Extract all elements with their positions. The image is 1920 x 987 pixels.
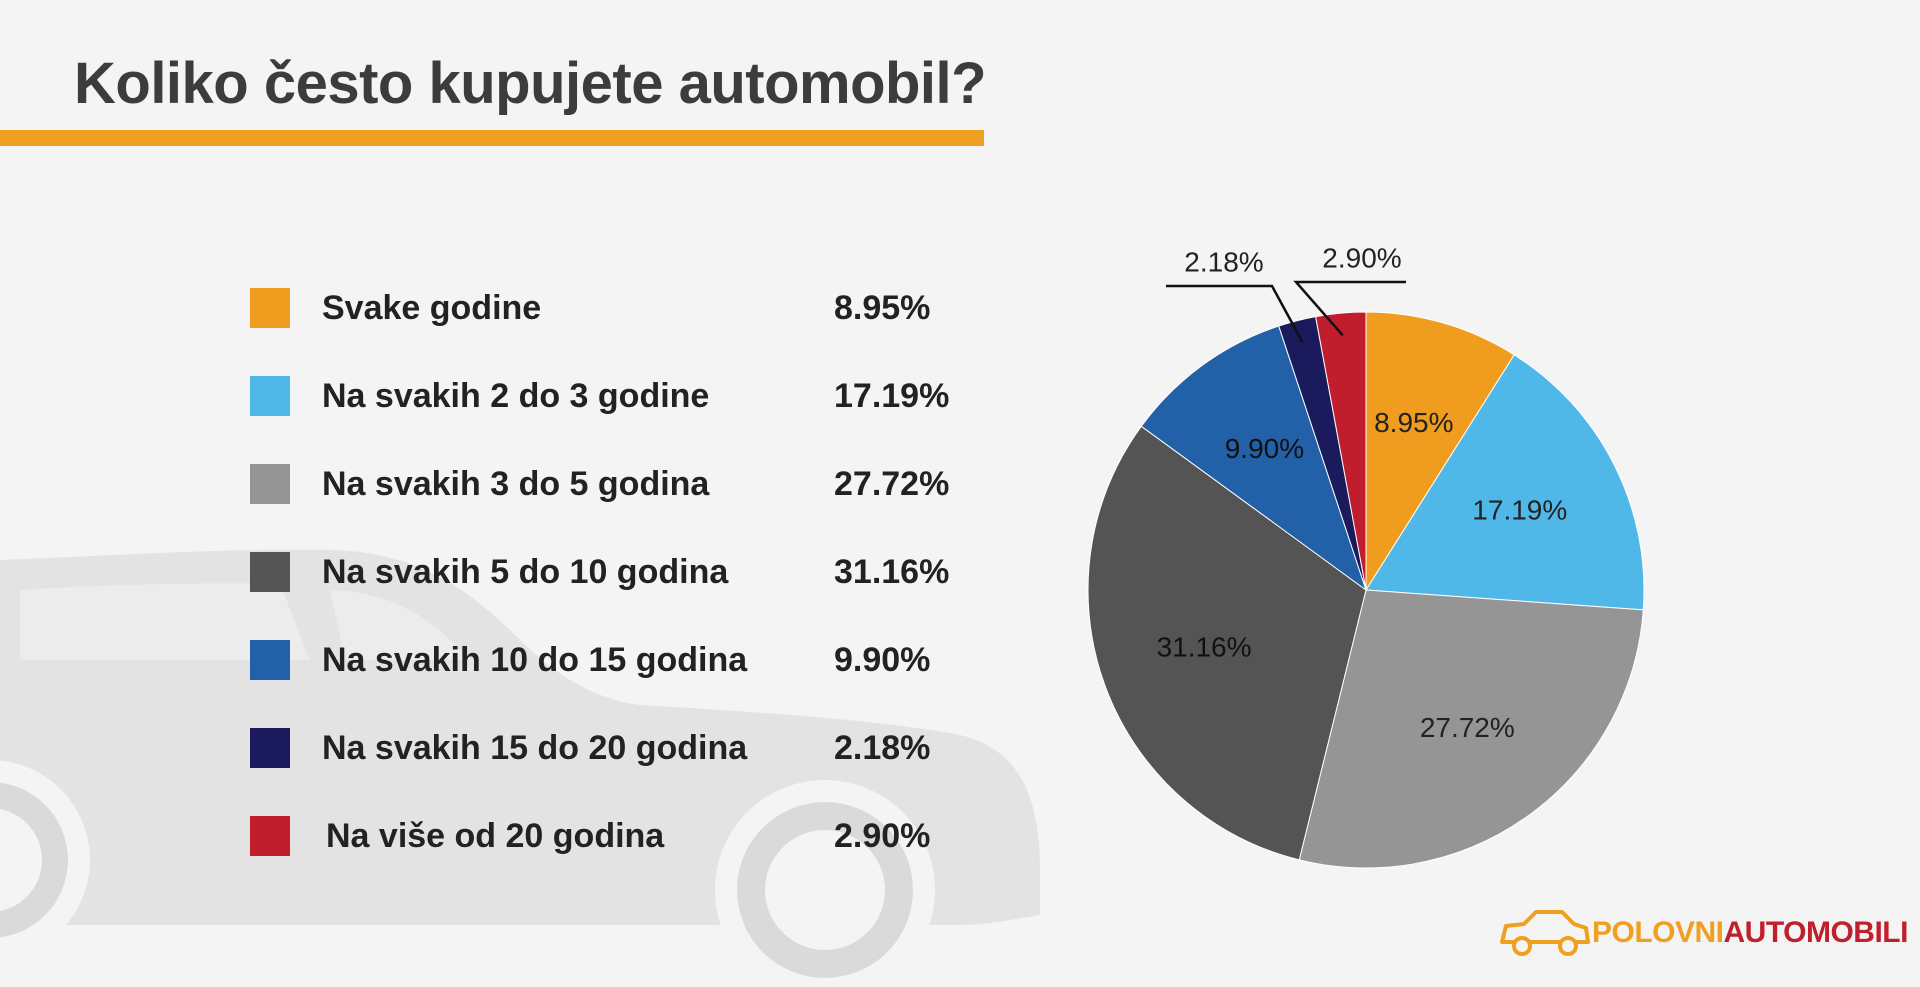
data-label: 9.90% [1225,433,1304,464]
legend-value: 27.72% [834,465,950,503]
data-label: 17.19% [1472,495,1567,526]
legend-swatch [250,288,290,328]
pie-slice [1365,311,1515,592]
legend-label: Na više od 20 godina [326,817,665,855]
logo-wordmark: POLOVNIAUTOMOBILI [1592,916,1908,950]
data-label: 27.72% [1420,712,1515,743]
pie-slice [1140,325,1367,592]
legend-item: Svake godine 8.95% [250,288,970,328]
pie-slice [1365,354,1645,611]
pie-slice [1298,589,1644,869]
legend-label: Na svakih 2 do 3 godine [322,377,710,415]
data-label: 2.90% [1322,242,1401,273]
legend-label: Na svakih 5 do 10 godina [322,553,729,591]
legend-value: 31.16% [834,553,950,591]
car-outline-icon [1500,910,1590,956]
legend-swatch [250,552,290,592]
title-underline [0,130,984,146]
logo-part2: AUTOMOBILI [1723,916,1909,949]
pie-slice [1087,425,1367,861]
legend-item: Na svakih 5 do 10 godina 31.16% [250,552,970,592]
legend-value: 2.90% [834,817,931,855]
legend-swatch [250,376,290,416]
data-label: 8.95% [1374,407,1453,438]
legend-swatch [250,464,290,504]
legend-swatch [250,816,290,856]
leader-line [1293,280,1406,337]
legend-value: 2.18% [834,729,931,767]
legend-item: Na svakih 15 do 20 godina 2.18% [250,728,970,768]
legend-label: Na svakih 10 do 15 godina [322,641,748,679]
legend-swatch [250,728,290,768]
legend-item: Na svakih 10 do 15 godina 9.90% [250,640,970,680]
brand-logo: POLOVNIAUTOMOBILI [1496,902,1908,962]
legend-item: Na svakih 2 do 3 godine 17.19% [250,376,970,416]
page-title: Koliko često kupujete automobil? [74,51,987,116]
legend-item: Na više od 20 godina 2.90% [250,816,970,856]
legend-value: 9.90% [834,641,931,679]
legend-item: Na svakih 3 do 5 godina 27.72% [250,464,970,504]
legend-swatch [250,640,290,680]
legend-label: Na svakih 3 do 5 godina [322,465,710,503]
data-label: 2.18% [1184,246,1263,277]
legend-label: Na svakih 15 do 20 godina [322,729,748,767]
legend-value: 17.19% [834,377,950,415]
data-label: 31.16% [1157,631,1252,662]
pie-slice [1315,311,1367,591]
legend-value: 8.95% [834,289,931,327]
legend-label: Svake godine [322,289,542,327]
logo-part1: POLOVNI [1592,916,1724,949]
leader-line [1166,284,1304,343]
